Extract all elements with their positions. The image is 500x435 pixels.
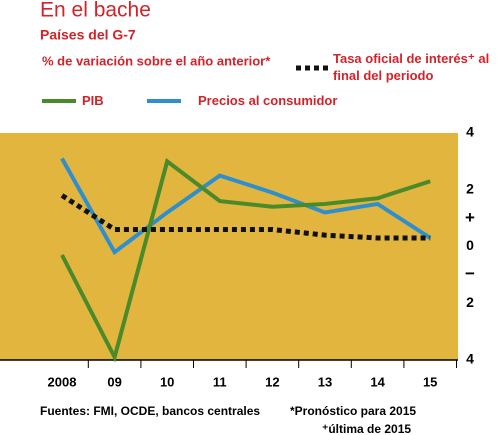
x-tick-label: 12 [265, 374, 279, 389]
y-sign-label: − [465, 264, 475, 283]
x-tick-label: 13 [318, 374, 332, 389]
x-tick-label: 15 [423, 374, 437, 389]
source: Fuentes: FMI, OCDE, bancos centrales [40, 404, 260, 418]
y-tick-label: 2 [466, 180, 474, 196]
note: ⁺última de 2015 [322, 422, 411, 435]
y-tick-label: 0 [466, 237, 474, 253]
x-tick-label: 10 [160, 374, 174, 389]
note: *Pronóstico para 2015 [290, 404, 416, 418]
y-tick-label: 4 [466, 124, 474, 140]
legend-label: Tasa oficial de interés⁺ al final del pe… [333, 51, 490, 83]
chart-subtitle: Países del G-7 [40, 27, 136, 43]
x-tick-label: 11 [213, 374, 227, 389]
legend-label: Precios al consumidor [198, 93, 338, 108]
chart-title: En el bache [40, 0, 151, 22]
series-line [60, 157, 431, 363]
legend-title: % de variación sobre el año anterior* [42, 53, 271, 68]
x-tick-label: 14 [370, 374, 385, 389]
series-line [60, 157, 432, 256]
plot-background [0, 133, 458, 360]
y-tick-label: 2 [466, 294, 474, 310]
x-tick-label: 2008 [48, 374, 77, 389]
series-line [60, 193, 431, 241]
x-tick-label: 09 [107, 374, 121, 389]
y-sign-label: + [465, 208, 475, 227]
y-tick-label: 4 [466, 351, 474, 367]
legend-label: PIB [82, 93, 104, 108]
